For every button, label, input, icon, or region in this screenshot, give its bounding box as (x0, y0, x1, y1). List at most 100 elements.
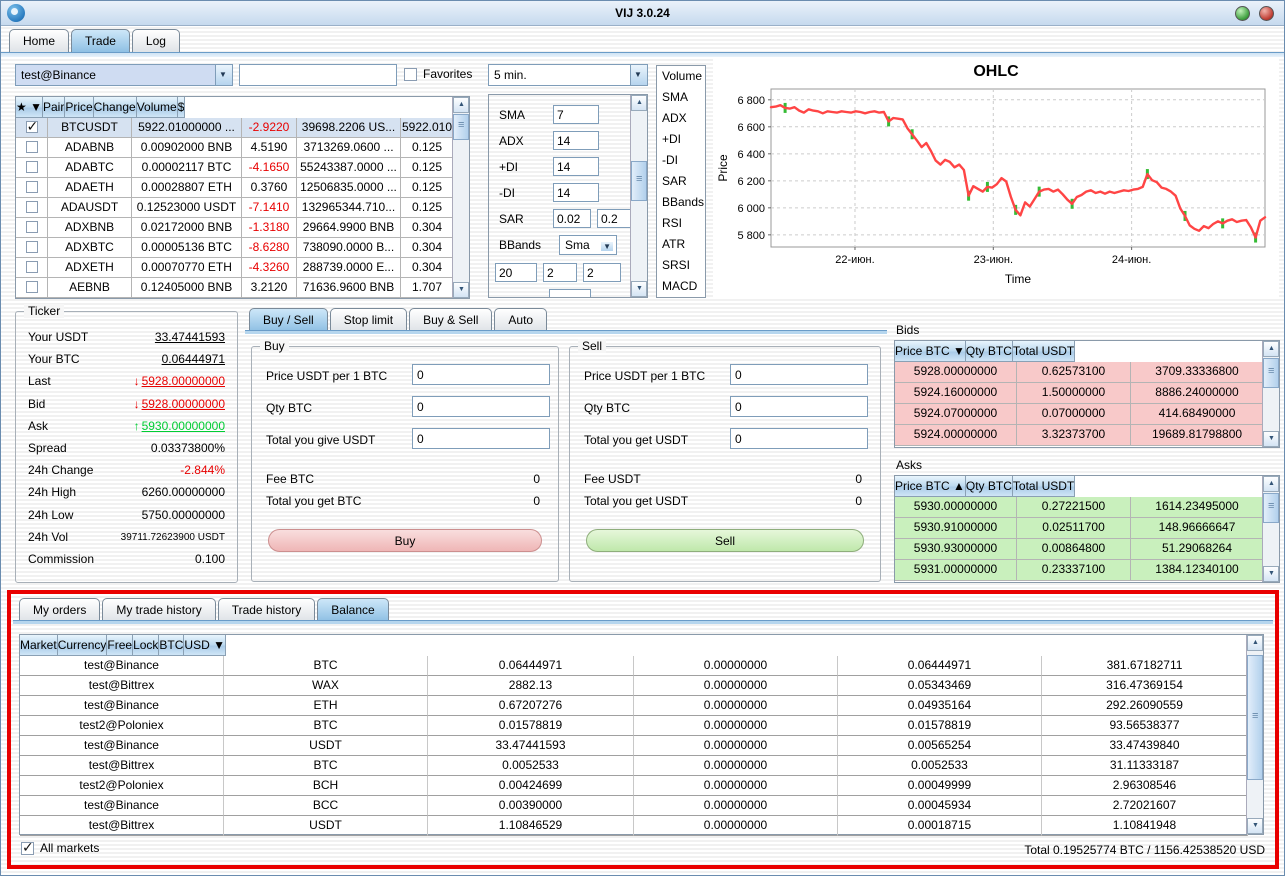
close-button[interactable] (1259, 6, 1274, 21)
ticker-value[interactable]: ↓ 5928.00000000 (133, 374, 225, 389)
ask-row[interactable]: 5930.91000000 0.02511700 148.96666647 (895, 518, 1279, 539)
ticker-value[interactable]: -2.844% (180, 463, 225, 478)
scroll-up-icon[interactable] (1247, 635, 1263, 651)
bid-row[interactable]: 5928.00000000 0.62573100 3709.33336800 (895, 362, 1279, 383)
pairs-scrollbar[interactable] (452, 97, 469, 298)
trade-tab[interactable]: Buy & Sell (409, 308, 493, 331)
balance-scrollbar[interactable] (1246, 635, 1263, 834)
ticker-value[interactable]: 39711.72623900 USDT (120, 531, 225, 543)
balance-row[interactable]: test@Binance USDT 33.47441593 0.00000000… (20, 736, 1263, 756)
plus-di-input[interactable] (553, 157, 599, 176)
buy-qty-input[interactable] (412, 396, 550, 417)
sar-step-input[interactable] (553, 209, 591, 228)
indicator-item[interactable]: SAR (662, 174, 687, 188)
balance-row[interactable]: test@Bittrex USDT 1.10846529 0.00000000 … (20, 816, 1263, 836)
column-header[interactable]: Pair (42, 97, 66, 118)
pair-favorite-checkbox[interactable] (25, 281, 38, 293)
column-header[interactable]: BTC (159, 635, 185, 656)
buy-price-input[interactable] (412, 364, 550, 385)
pair-row[interactable]: ADXBNB 0.02172000 BNB -1.3180 29664.9900… (16, 218, 469, 238)
balance-row[interactable]: test@Bittrex WAX 2882.13 0.00000000 0.05… (20, 676, 1263, 696)
pair-favorite-checkbox[interactable] (25, 141, 38, 153)
balance-row[interactable]: test2@Poloniex BCH 0.00424699 0.00000000… (20, 776, 1263, 796)
trade-tab[interactable]: Stop limit (329, 308, 408, 331)
bbands-period-input[interactable] (495, 263, 537, 282)
sell-qty-input[interactable] (730, 396, 868, 417)
pair-favorite-checkbox[interactable] (25, 241, 38, 253)
scroll-down-icon[interactable] (1263, 566, 1279, 582)
balance-row[interactable]: test@Binance BTC 0.06444971 0.00000000 0… (20, 656, 1263, 676)
buy-button[interactable]: Buy (268, 529, 542, 552)
ticker-value[interactable]: 0.03373800% (150, 440, 225, 455)
indicator-item[interactable]: MACD (662, 279, 698, 293)
indicator-item[interactable]: SRSI (662, 258, 691, 272)
pair-row[interactable]: AEBNB 0.12405000 BNB 3.2120 71636.9600 B… (16, 278, 469, 298)
indicator-item[interactable]: SMA (662, 90, 689, 104)
sell-button[interactable]: Sell (586, 529, 864, 552)
scroll-down-icon[interactable] (1263, 431, 1279, 447)
scroll-up-icon[interactable] (1263, 341, 1279, 357)
scroll-up-icon[interactable] (453, 97, 469, 113)
main-tab[interactable]: Trade (71, 29, 130, 52)
scroll-thumb[interactable] (631, 161, 647, 201)
column-header[interactable]: Volume (136, 97, 178, 118)
pair-favorite-checkbox[interactable] (25, 201, 38, 213)
history-tab[interactable]: Balance (317, 598, 389, 621)
pair-favorite-checkbox[interactable] (25, 261, 38, 273)
column-header[interactable]: Lock (133, 635, 160, 656)
bid-row[interactable]: 5924.00000000 3.32373700 19689.81798800 (895, 425, 1279, 446)
scroll-down-icon[interactable] (453, 282, 469, 298)
history-tab[interactable]: Trade history (217, 598, 316, 621)
balance-row[interactable]: test@Binance BCC 0.00390000 0.00000000 0… (20, 796, 1263, 816)
column-header[interactable]: USD ▼ (184, 635, 226, 656)
indicator-item[interactable]: Volume (662, 69, 703, 83)
indicator-item[interactable]: -DI (662, 153, 678, 167)
column-header[interactable]: Price BTC ▼ (895, 341, 966, 362)
buy-total-input[interactable] (412, 428, 550, 449)
column-header[interactable]: Qty BTC (965, 476, 1013, 497)
scroll-thumb[interactable] (1263, 493, 1279, 523)
column-header[interactable]: Total USDT (1012, 476, 1076, 497)
timeframe-select[interactable]: 5 min. (488, 64, 648, 86)
column-header[interactable]: Total USDT (1012, 341, 1076, 362)
minimize-button[interactable] (1235, 6, 1250, 21)
indicator-item[interactable]: RSI (662, 216, 683, 230)
pair-row[interactable]: ADAUSDT 0.12523000 USDT -7.1410 13296534… (16, 198, 469, 218)
minus-di-input[interactable] (553, 183, 599, 202)
pair-row[interactable]: ADXBTC 0.00005136 BTC -8.6280 738090.000… (16, 238, 469, 258)
bid-row[interactable]: 5924.07000000 0.07000000 414.68490000 (895, 404, 1279, 425)
pair-search-input[interactable] (239, 64, 397, 86)
sma-input[interactable] (553, 105, 599, 124)
ticker-value[interactable]: 0.06444971 (161, 352, 225, 367)
pair-favorite-checkbox[interactable] (25, 118, 38, 135)
chart-canvas[interactable]: 5 800 6 000 6 200 6 400 6 600 6 800 22-июн. 23-… (713, 81, 1279, 293)
main-tab[interactable]: Home (9, 29, 70, 52)
pair-favorite-checkbox[interactable] (25, 181, 38, 193)
indicator-item[interactable]: BBands (662, 195, 705, 209)
ticker-value[interactable]: 5750.00000000 (141, 507, 225, 522)
ticker-value[interactable]: 6260.00000000 (141, 485, 225, 500)
sar-max-input[interactable] (597, 209, 631, 228)
scroll-up-icon[interactable] (631, 95, 647, 111)
pair-row[interactable]: ADXETH 0.00070770 ETH -4.3260 288739.000… (16, 258, 469, 278)
bbands-dev-up-input[interactable] (543, 263, 577, 282)
ticker-value[interactable]: ↓ 5928.00000000 (133, 396, 225, 411)
column-header[interactable]: Price (65, 97, 94, 118)
pair-favorite-checkbox[interactable] (25, 221, 38, 233)
column-header[interactable]: $ (177, 97, 186, 118)
market-select[interactable]: test@Binance (15, 64, 233, 86)
pair-row[interactable]: ADABNB 0.00902000 BNB 4.5190 3713269.060… (16, 138, 469, 158)
ticker-value[interactable]: 0.100 (194, 551, 225, 566)
sell-price-input[interactable] (730, 364, 868, 385)
column-header[interactable]: Free (107, 635, 134, 656)
adx-input[interactable] (553, 131, 599, 150)
scroll-down-icon[interactable] (1247, 818, 1263, 834)
scroll-down-icon[interactable] (631, 281, 647, 297)
column-header[interactable]: Market (20, 635, 58, 656)
pair-favorite-checkbox[interactable] (25, 161, 38, 173)
favorites-checkbox[interactable] (404, 67, 417, 81)
asks-scrollbar[interactable] (1262, 476, 1279, 582)
ask-row[interactable]: 5930.00000000 0.27221500 1614.23495000 (895, 497, 1279, 518)
ticker-value[interactable]: ↑ 5930.00000000 (133, 418, 225, 433)
all-markets-checkbox[interactable] (21, 839, 34, 856)
